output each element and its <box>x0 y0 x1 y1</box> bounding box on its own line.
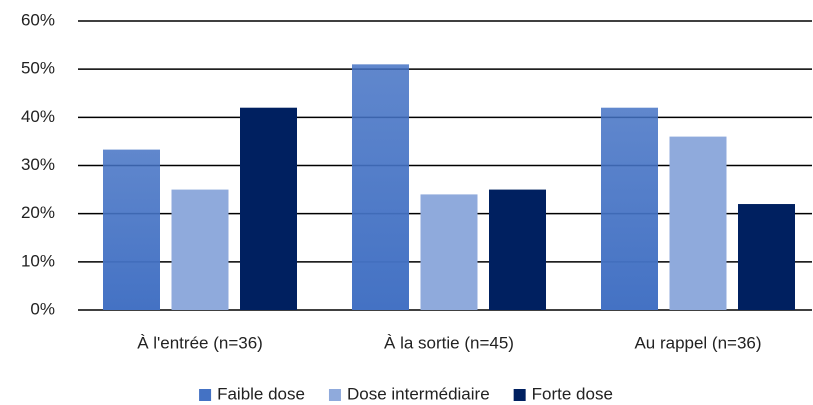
x-tick-label: Au rappel (n=36) <box>634 333 761 352</box>
x-tick-label: À la sortie (n=45) <box>384 333 514 352</box>
y-tick-label: 40% <box>21 107 55 126</box>
legend-label: Faible dose <box>217 384 305 403</box>
x-tick-label: À l'entrée (n=36) <box>137 333 263 352</box>
bar <box>601 107 658 310</box>
bar <box>103 149 160 310</box>
bar <box>420 194 478 310</box>
y-tick-label: 60% <box>21 10 55 29</box>
bar <box>352 64 409 310</box>
legend-label: Forte dose <box>532 384 613 403</box>
legend-swatch <box>513 389 526 401</box>
legend-label: Dose intermédiaire <box>347 384 490 403</box>
bar <box>669 136 727 310</box>
bar <box>489 189 546 310</box>
y-tick-label: 30% <box>21 155 55 174</box>
y-tick-label: 0% <box>30 299 55 318</box>
y-tick-label: 50% <box>21 59 55 78</box>
legend-swatch <box>199 389 212 401</box>
bar <box>171 189 229 310</box>
bar <box>240 107 297 310</box>
bar <box>738 204 795 310</box>
y-tick-label: 20% <box>21 203 55 222</box>
legend-swatch <box>328 389 341 401</box>
y-tick-label: 10% <box>21 251 55 270</box>
